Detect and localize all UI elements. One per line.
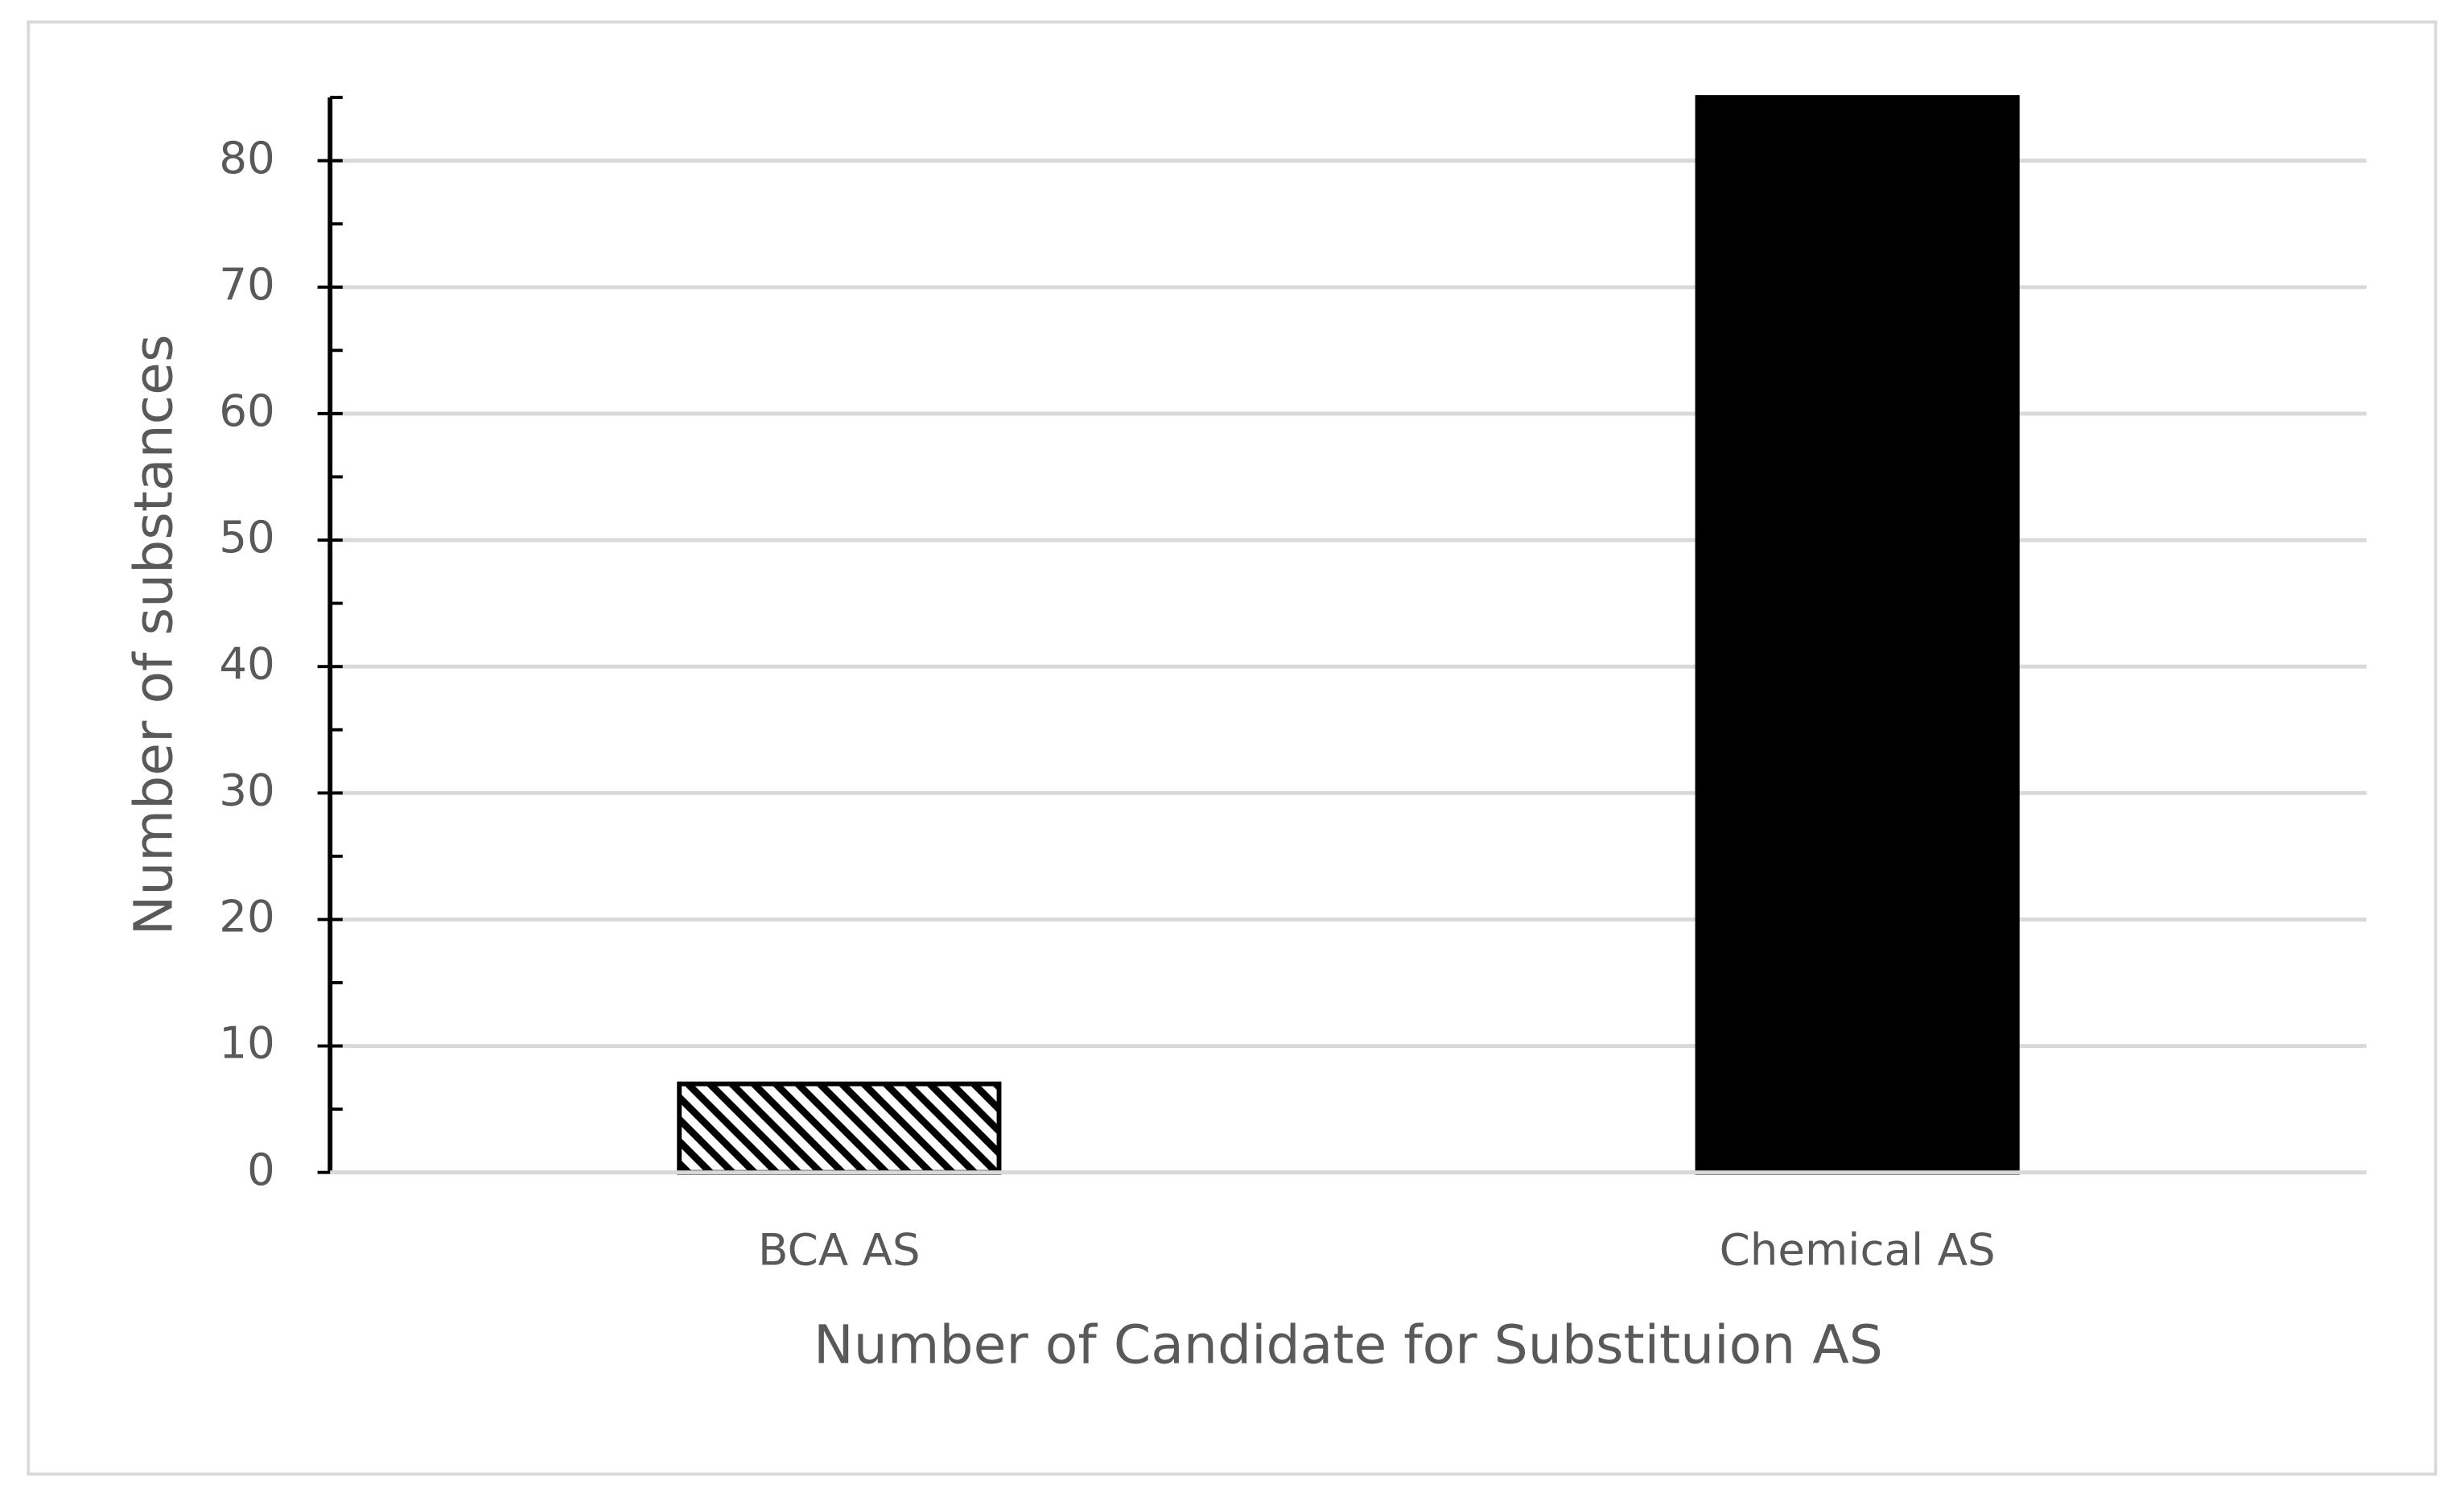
y-tick-label: 50 bbox=[219, 511, 275, 563]
y-tick-label: 0 bbox=[247, 1144, 275, 1195]
y-tick-label: 80 bbox=[219, 132, 275, 184]
y-axis-title: Number of substances bbox=[122, 334, 184, 935]
x-tick-label: Chemical AS bbox=[1720, 1223, 1996, 1275]
bar bbox=[677, 1081, 1002, 1175]
y-tick-label: 60 bbox=[219, 385, 275, 436]
x-axis-title: Number of Candidate for Substituion AS bbox=[814, 1313, 1883, 1375]
x-tick-label: BCA AS bbox=[758, 1223, 921, 1275]
y-tick-label: 70 bbox=[219, 258, 275, 310]
chart-frame bbox=[27, 20, 2437, 1476]
y-tick-label: 10 bbox=[219, 1017, 275, 1069]
bar bbox=[1695, 95, 2020, 1175]
y-tick-label: 30 bbox=[219, 764, 275, 815]
y-tick-label: 20 bbox=[219, 891, 275, 942]
y-tick-label: 40 bbox=[219, 637, 275, 689]
